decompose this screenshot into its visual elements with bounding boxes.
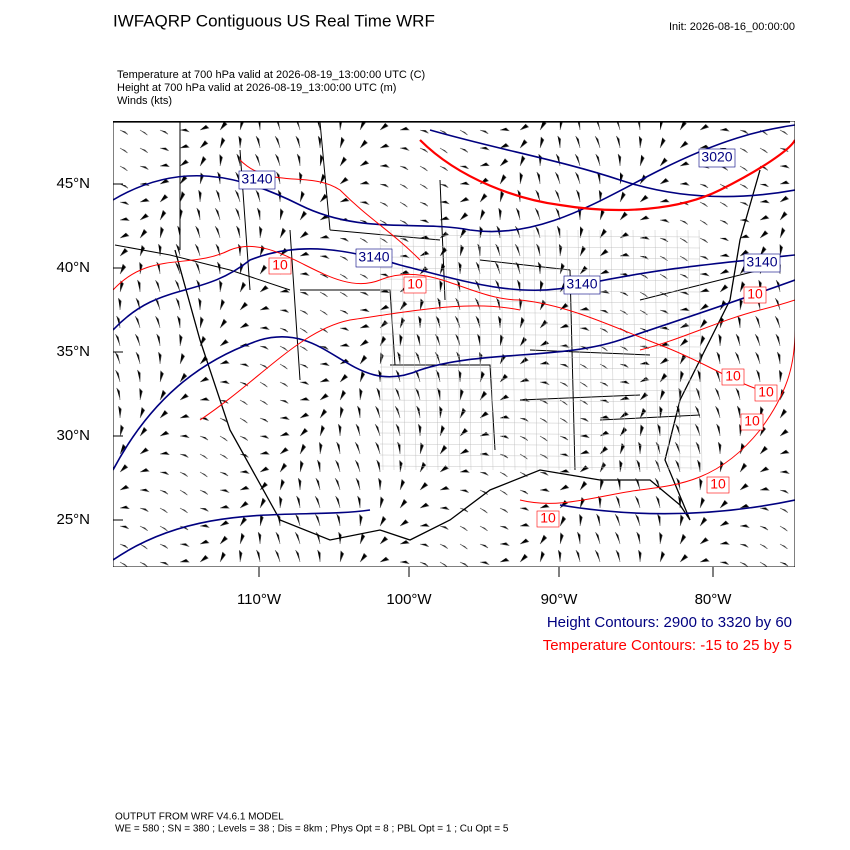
lat-label: 30°N: [56, 427, 90, 444]
temperature-contour-label: 10: [744, 413, 760, 429]
label-box: [706, 476, 730, 494]
temperature-contour-label: 10: [540, 510, 556, 526]
label-box: [355, 248, 393, 268]
temperature-contour-label: 10: [758, 384, 774, 400]
temperature-legend: Temperature Contours: -15 to 25 by 5: [543, 637, 792, 654]
map: 3020 3140 3140 3140 3140 10 10 10 10 10 10 10 10: [113, 121, 795, 567]
label-box: [743, 286, 767, 304]
label-box: [743, 253, 781, 273]
temperature-contours: [113, 139, 795, 504]
lat-label: 35°N: [56, 343, 90, 360]
label-box: [536, 510, 560, 528]
lat-label: 40°N: [56, 259, 90, 276]
county-lines: [379, 229, 703, 471]
label-box: [698, 148, 736, 168]
label-box: [238, 170, 276, 190]
footer: WE = 580 ; SN = 380 ; Levels = 38 ; Dis …: [115, 824, 509, 835]
height-contour-label: 3140: [241, 171, 272, 187]
label-box: [740, 413, 764, 431]
height-contour-label: 3140: [358, 249, 389, 265]
label-box: [721, 368, 745, 386]
height-contour-label: 3140: [566, 276, 597, 292]
field-label: Temperature at 700 hPa valid at 2026-08-…: [117, 69, 425, 81]
lon-label: 80°W: [695, 591, 733, 608]
label-box: [563, 275, 601, 295]
height-contour-label: 3020: [701, 149, 732, 165]
height-contours: [113, 124, 795, 561]
temperature-contour-label: 10: [725, 368, 741, 384]
field-label: Winds (kts): [117, 95, 172, 107]
lat-label: 25°N: [56, 511, 90, 528]
height-legend: Height Contours: 2900 to 3320 by 60: [547, 614, 792, 631]
lon-label: 90°W: [541, 591, 579, 608]
field-label: Height at 700 hPa valid at 2026-08-19_13…: [117, 82, 396, 94]
map-background: [113, 121, 795, 567]
height-contour-label: 3140: [746, 254, 777, 270]
temperature-contour-label: 10: [747, 286, 763, 302]
temperature-contour-label: 10: [407, 276, 423, 292]
init-time: Init: 2026-08-16_00:00:00: [669, 21, 795, 33]
label-box: [754, 384, 778, 402]
label-box: [268, 257, 292, 275]
lon-label: 100°W: [386, 591, 432, 608]
temperature-contour-label: 10: [710, 476, 726, 492]
footer: OUTPUT FROM WRF V4.6.1 MODEL: [115, 812, 284, 823]
lon-label: 110°W: [237, 591, 282, 608]
title: IWFAQRP Contiguous US Real Time WRF: [113, 11, 435, 30]
lat-label: 45°N: [56, 175, 90, 192]
wind-barbs: [114, 121, 790, 567]
label-box: [403, 276, 427, 294]
temperature-contour-label: 10: [272, 257, 288, 273]
